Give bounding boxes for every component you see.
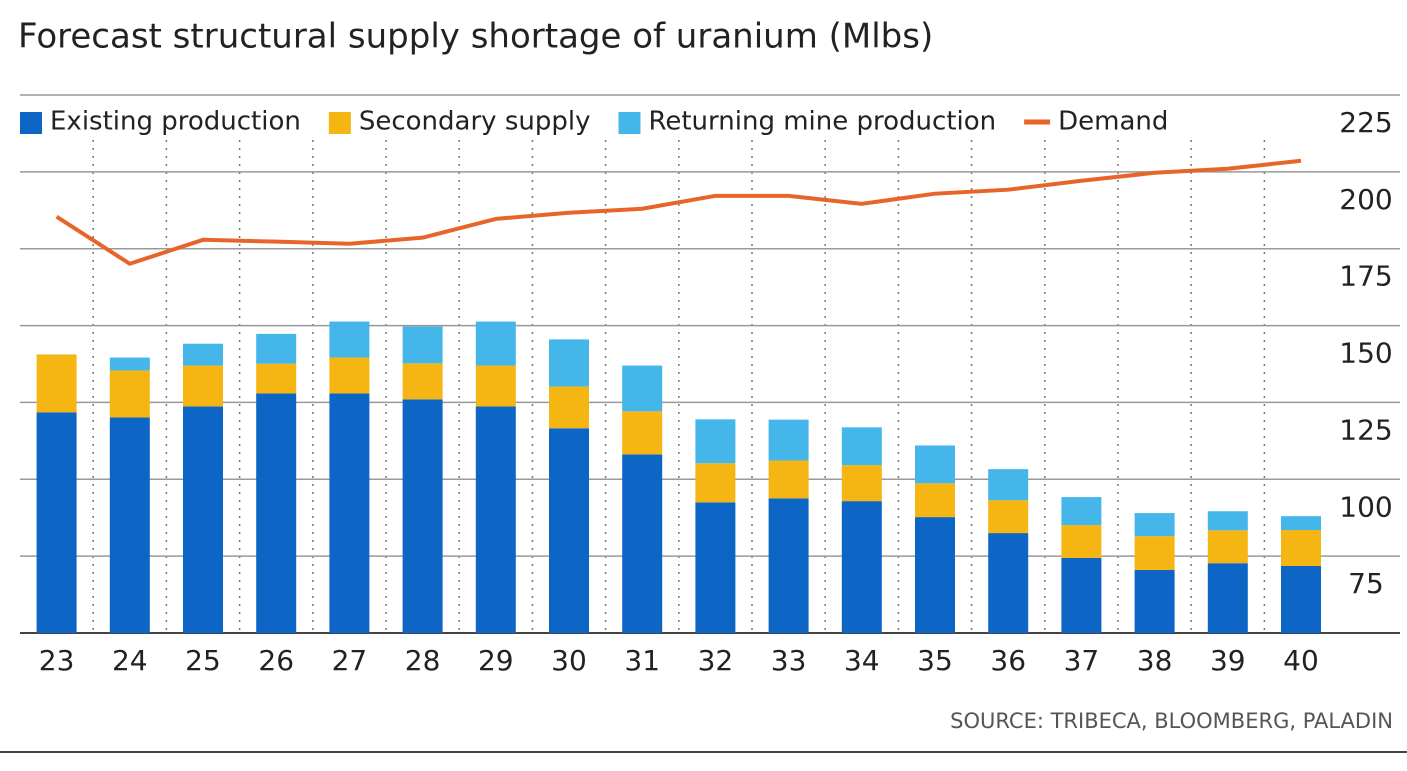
bar <box>695 463 736 503</box>
bar <box>1281 565 1321 633</box>
x-tick-label: 27 <box>332 644 368 677</box>
y-tick-label: 125 <box>1339 413 1392 446</box>
legend-swatch <box>328 112 351 134</box>
legend-label: Existing production <box>50 107 301 137</box>
bar <box>1134 536 1175 570</box>
bar <box>695 502 736 633</box>
bar <box>915 517 955 633</box>
y-tick-label: 225 <box>1339 106 1392 139</box>
bar <box>329 393 370 633</box>
demand-line <box>55 158 1302 266</box>
bar <box>988 533 1029 633</box>
bar <box>1207 511 1248 531</box>
source: SOURCE: TRIBECA, BLOOMBERG, PALADIN <box>950 709 1393 733</box>
bar <box>841 465 882 502</box>
bar <box>109 417 150 633</box>
x-tick-label: 37 <box>1064 644 1100 677</box>
x-tick-label: 34 <box>844 644 880 677</box>
bar <box>36 354 77 413</box>
bar <box>1281 516 1321 531</box>
bar <box>1134 569 1175 633</box>
bar <box>841 427 882 466</box>
x-tick-label: 29 <box>478 644 514 677</box>
x-tick-label: 23 <box>39 644 75 677</box>
bar <box>841 501 882 633</box>
bar <box>183 343 223 366</box>
bar <box>256 363 297 394</box>
bar <box>1061 497 1102 526</box>
x-tick-label: 36 <box>990 644 1026 677</box>
legend-swatch <box>20 112 42 134</box>
x-tick-label: 38 <box>1137 644 1173 677</box>
bar <box>475 406 516 633</box>
bar <box>402 399 443 633</box>
bar <box>109 370 150 418</box>
y-tick-label: 100 <box>1339 490 1392 523</box>
bar <box>36 412 77 633</box>
chart-title: Forecast structural supply shortage of u… <box>18 17 933 57</box>
bar <box>256 393 297 633</box>
bar <box>109 357 150 371</box>
bar <box>768 460 809 499</box>
bar <box>622 365 663 412</box>
legend-label: Demand <box>1058 107 1168 137</box>
bar <box>988 500 1029 534</box>
bar <box>622 411 663 455</box>
bar <box>1281 530 1321 566</box>
x-tick-label: 25 <box>185 644 221 677</box>
bar <box>1207 563 1248 633</box>
x-tick-label: 39 <box>1210 644 1246 677</box>
bar <box>549 339 589 387</box>
bar <box>402 326 443 364</box>
x-tick-label: 28 <box>405 644 441 677</box>
x-tick-label: 33 <box>771 644 807 677</box>
y-tick-label: 200 <box>1339 183 1392 216</box>
bar <box>1061 525 1102 558</box>
bar <box>402 363 443 400</box>
bar <box>475 365 516 407</box>
bar <box>915 445 955 484</box>
legend-label: Secondary supply <box>359 107 591 137</box>
bar <box>1134 513 1175 537</box>
x-tick-label: 24 <box>112 644 148 677</box>
bar <box>988 469 1029 501</box>
bar <box>329 321 370 358</box>
x-tick-label: 31 <box>624 644 660 677</box>
bar <box>1061 557 1102 633</box>
legend-swatch <box>618 112 641 134</box>
bar <box>1207 530 1248 564</box>
x-tick-label: 40 <box>1283 644 1319 677</box>
bar <box>256 333 297 364</box>
bar <box>549 428 589 633</box>
bar <box>768 419 809 461</box>
bar <box>915 483 955 518</box>
x-tick-label: 32 <box>698 644 734 677</box>
y-tick-label: 175 <box>1339 260 1392 293</box>
bar <box>549 386 589 429</box>
bar <box>768 498 809 633</box>
legend-label: Returning mine production <box>648 107 996 137</box>
y-tick-label: 75 <box>1348 567 1384 600</box>
x-tick-label: 35 <box>917 644 953 677</box>
bar <box>183 365 223 407</box>
bar <box>183 406 223 633</box>
bar <box>329 357 370 394</box>
bar <box>622 454 663 633</box>
x-tick-label: 26 <box>258 644 294 677</box>
y-tick-label: 150 <box>1339 337 1392 370</box>
bar <box>475 321 516 366</box>
x-tick-label: 30 <box>551 644 587 677</box>
bar <box>695 419 736 464</box>
